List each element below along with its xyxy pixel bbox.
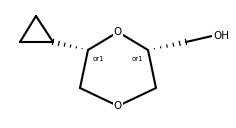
Text: OH: OH xyxy=(213,31,229,41)
Text: or1: or1 xyxy=(131,56,143,62)
Text: or1: or1 xyxy=(93,56,105,62)
Text: O: O xyxy=(114,27,122,37)
Text: O: O xyxy=(114,101,122,111)
